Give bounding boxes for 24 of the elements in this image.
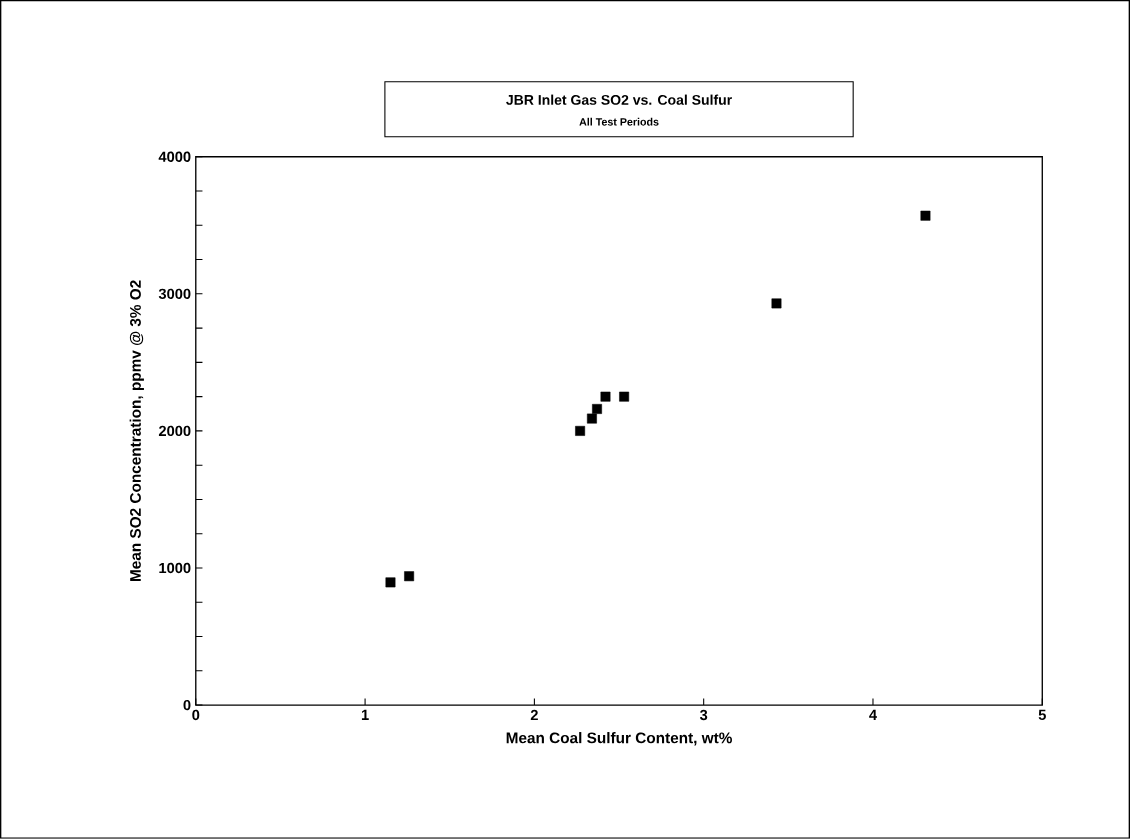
point [575,426,586,436]
x-tick-label: 3 [699,709,708,721]
y-axis-title: Mean SO2 Concentration, ppmv @ 3% O2 [129,280,144,582]
point [404,571,415,582]
x-axis-title: Mean Coal Sulfur Content, wt% [506,732,732,746]
chart-subtitle: All Test Periods [579,117,659,126]
y-tick-label: 3000 [158,288,191,300]
y-tick-label: 4000 [158,151,191,163]
point [771,298,782,309]
x-tick-label: 4 [869,709,877,720]
point [920,210,931,221]
y-tick-label: 1000 [159,562,191,574]
y-tick-label: 0 [183,699,191,711]
x-tick-label: 5 [1038,709,1046,721]
y-tick-label: 2000 [158,425,191,437]
point [385,577,396,588]
x-tick-label: 1 [361,709,369,720]
x-tick-label: 0 [192,709,200,721]
point [587,413,597,424]
point [619,391,630,402]
point [592,404,602,415]
point [600,391,611,402]
x-tick-label: 2 [530,709,538,721]
chart-title: JBR Inlet Gas SO2 vs. Coal Sulfur [506,94,732,105]
